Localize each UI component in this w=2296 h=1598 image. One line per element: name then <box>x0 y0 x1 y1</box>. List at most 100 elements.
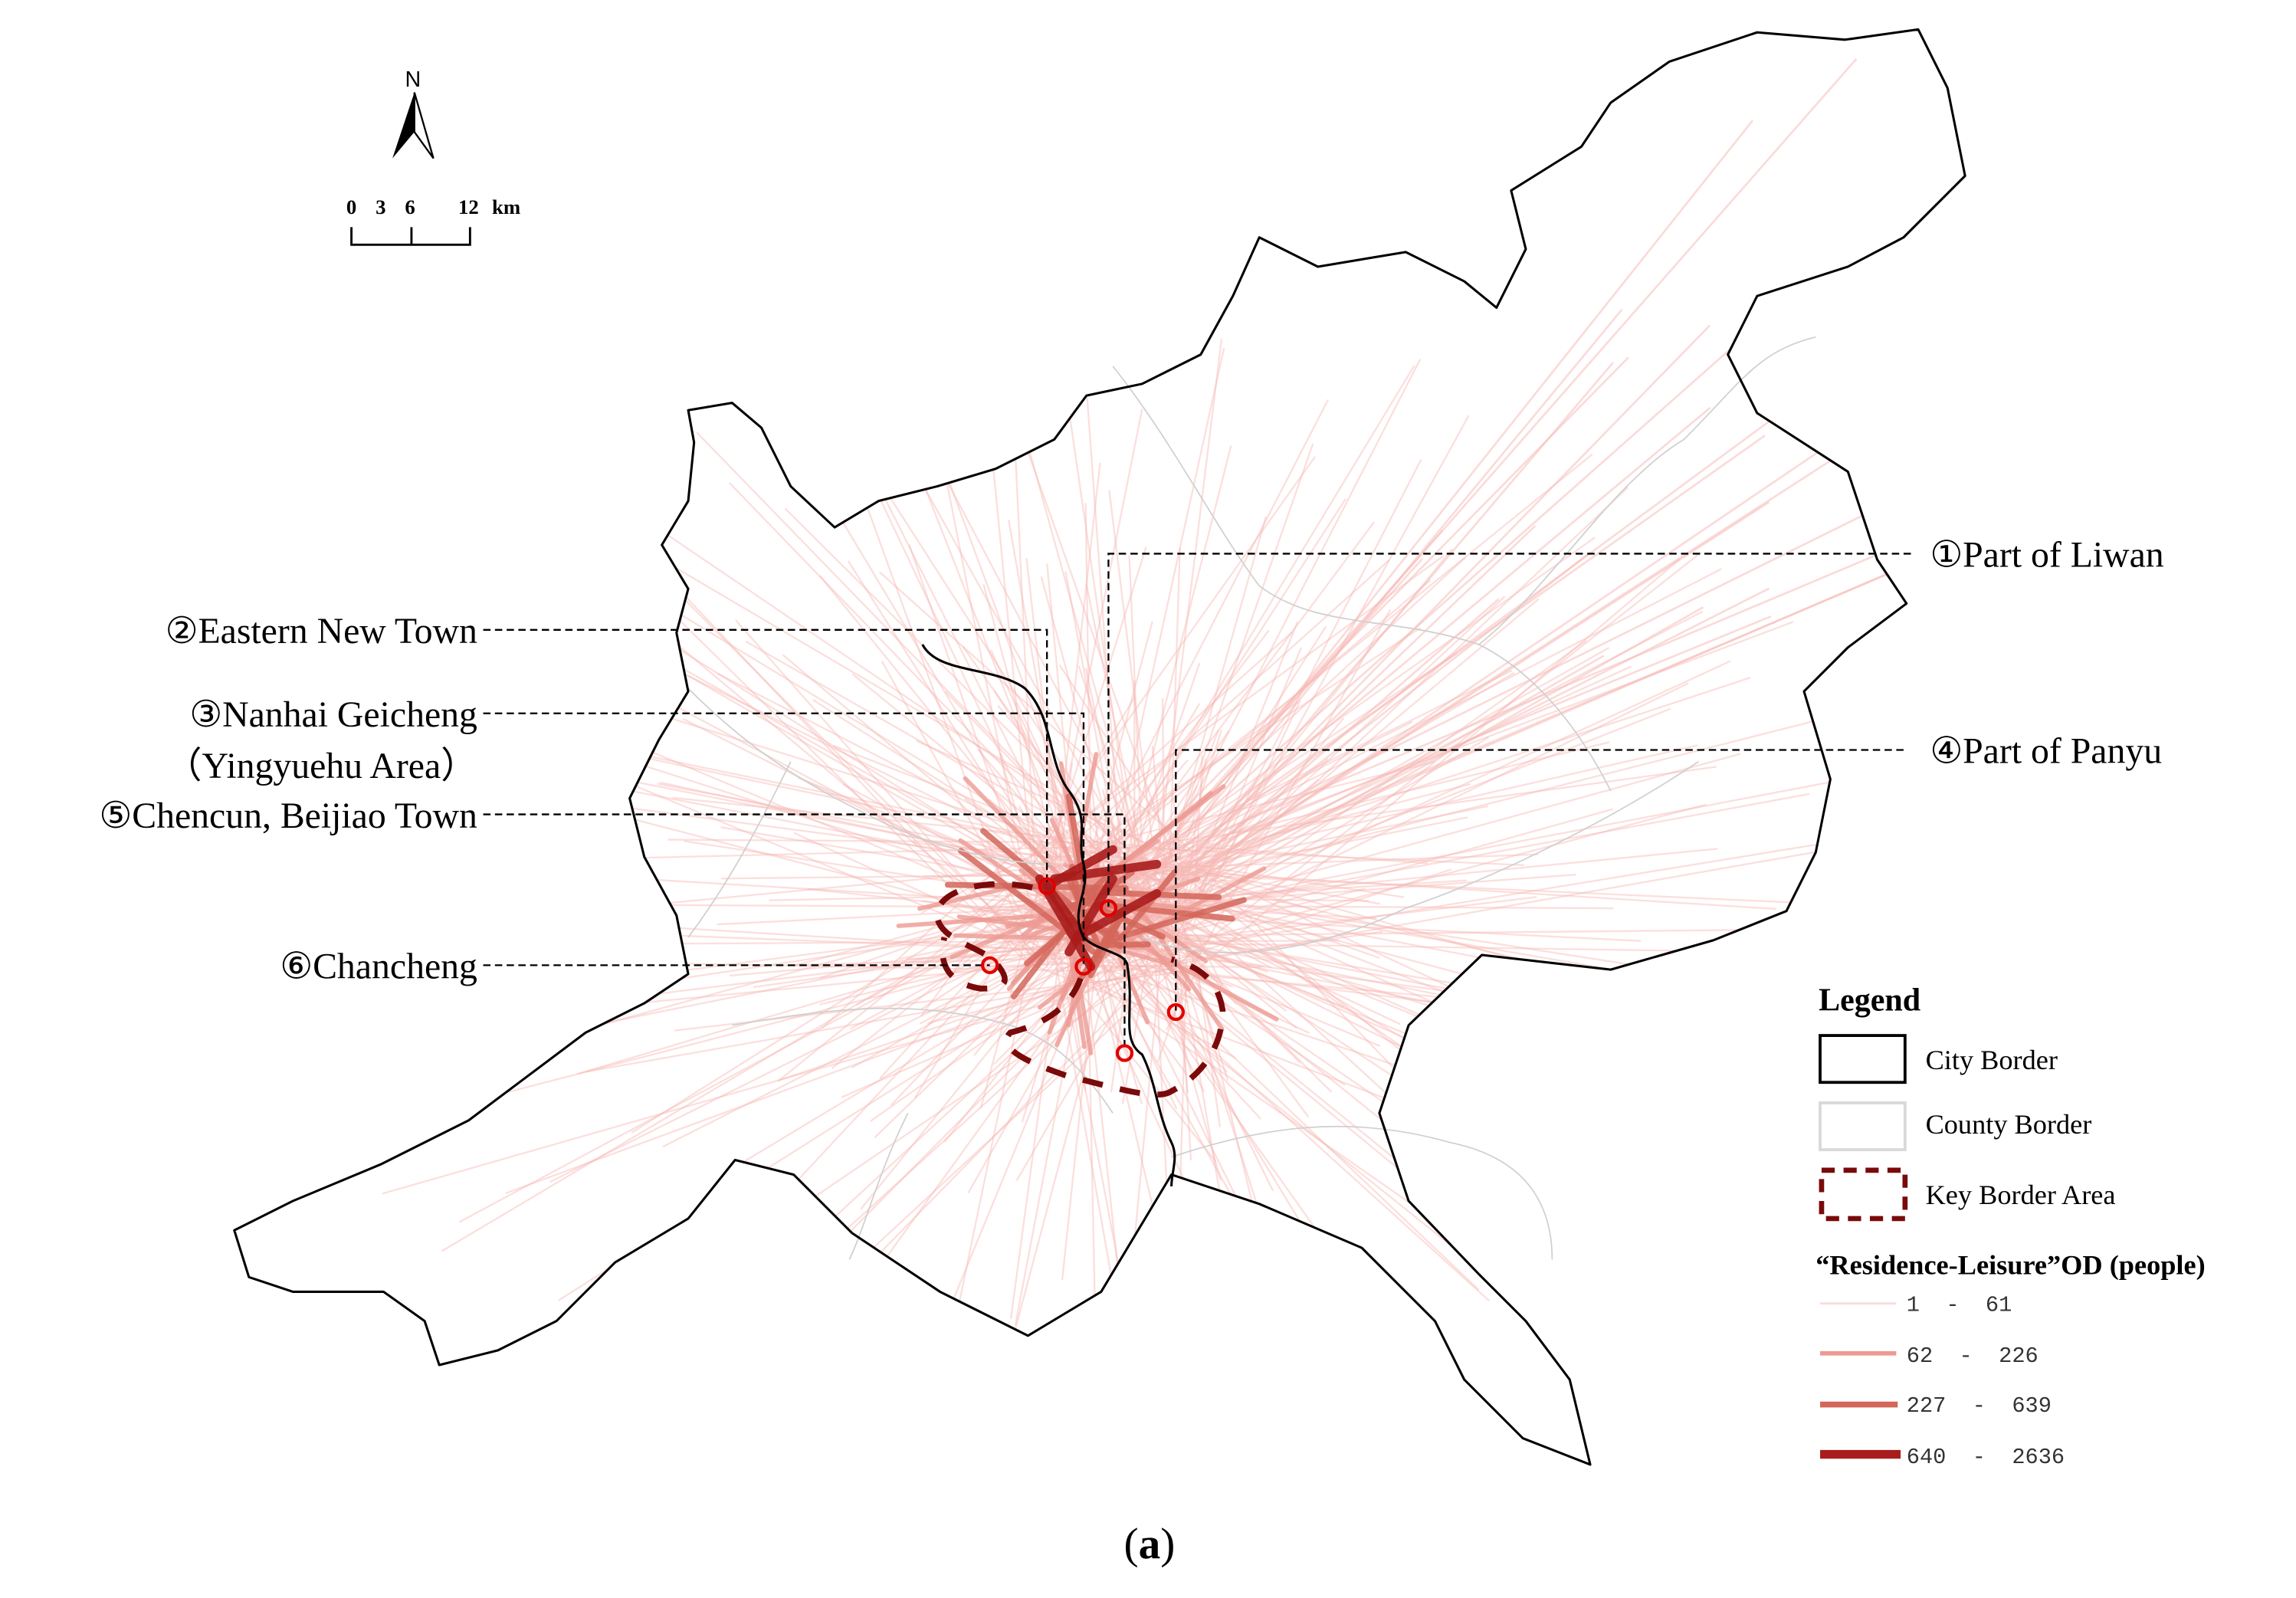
callout-label-3-subtitle: （Yingyuehu Area） <box>166 746 477 786</box>
od-flow-line-165 <box>630 605 1055 960</box>
od-flow-line-t3 <box>1049 859 1162 884</box>
od-flow-line-h4 <box>1117 869 1178 942</box>
north-label: N <box>405 67 421 92</box>
od-flow-line-217 <box>785 508 1173 894</box>
od-flow-line-395 <box>992 899 1130 1415</box>
od-flow-line-40 <box>1078 665 1153 899</box>
callout-label-2: ②Eastern New Town <box>166 611 477 651</box>
od-flow-line-163 <box>1016 930 1162 1181</box>
od-flow-line-384 <box>1055 837 1857 970</box>
od-flow-line-ne20 <box>1126 308 1776 884</box>
od-flow-line-ne23 <box>1104 587 1770 926</box>
od-flow-line-5 <box>1045 677 1751 911</box>
od-flow-line-349 <box>1193 755 1204 901</box>
leader-line-4 <box>1175 749 1904 1011</box>
legend-swatch-city-border <box>1819 1034 1907 1084</box>
od-flow-line-337 <box>1084 703 1200 897</box>
od-flow-line-t5 <box>1064 874 1117 957</box>
od-flow-line-h14 <box>1093 901 1235 922</box>
od-flow-line-308 <box>943 908 1127 1143</box>
od-flow-line-401 <box>1107 951 1261 1120</box>
od-flow-line-110 <box>1156 940 1340 943</box>
od-flow-line-m17 <box>950 916 1043 960</box>
od-flow-line-h11 <box>1101 941 1151 948</box>
od-flow-line-108 <box>458 842 1166 1223</box>
county-border <box>687 761 792 938</box>
od-flow-line-205 <box>1114 880 1326 927</box>
od-flow-line-ne22 <box>1108 378 1958 927</box>
od-flow-line-49 <box>881 661 1039 945</box>
od-flow-line-ne21 <box>1109 525 1536 934</box>
od-flow-line-338 <box>1072 968 1236 1059</box>
legend-label-key-border-area: Key Border Area <box>1926 1180 2116 1210</box>
od-flow-line-56 <box>1142 896 1537 946</box>
od-flow-line-361 <box>1053 462 1101 871</box>
site-marker-6 <box>980 956 999 975</box>
od-flow-line-274 <box>1035 960 1491 1002</box>
od-flow-line-123 <box>911 454 1078 877</box>
scale-unit: km <box>492 195 520 218</box>
od-flow-line-292 <box>1091 853 1539 871</box>
leader-line-1 <box>1107 553 1911 908</box>
scale-tick-3: 3 <box>376 195 385 218</box>
od-flow-line-354 <box>1052 632 1293 847</box>
od-flow-line-240 <box>1140 682 1689 953</box>
od-flow-line-106 <box>1024 951 1211 976</box>
od-flow-line-305 <box>592 772 1028 861</box>
od-flow-line-270 <box>1079 911 1480 1291</box>
county-border <box>687 687 1055 865</box>
od-flow-line-ne2 <box>1118 598 1500 931</box>
callout-label-6: ⑥Chancheng <box>280 947 477 987</box>
od-flow-line-t4 <box>1071 889 1162 942</box>
od-flow-line-285 <box>1061 930 1100 1281</box>
od-flow-line-198 <box>1015 701 1103 884</box>
od-flow-line-409 <box>1102 521 1375 885</box>
od-flow-line-13 <box>696 431 1117 865</box>
leader-line-2 <box>483 628 1048 887</box>
od-flow-line-ne17 <box>1106 356 1629 889</box>
od-flow-line-202 <box>879 571 1192 852</box>
city-area <box>234 29 1966 1465</box>
od-flow-line-11 <box>657 783 1100 869</box>
od-flow-line-199 <box>920 870 1028 1017</box>
internal-city-border <box>921 644 1176 1186</box>
od-flow-line-156 <box>977 749 1074 862</box>
od-flow-line-335 <box>622 537 1043 960</box>
od-flow-line-304 <box>1027 555 1445 861</box>
site-markers <box>980 877 1185 1062</box>
od-flow-line-404 <box>1051 938 1121 1328</box>
callout-label-5: ⑤Chencun, Beijiao Town <box>99 796 477 836</box>
od-flow-line-418 <box>1182 717 1344 914</box>
od-flow-line-390 <box>621 846 1077 860</box>
od-flow-line-h6 <box>1101 897 1247 945</box>
legend-swatch-key-border-area <box>1819 1167 1908 1222</box>
od-flow-line-332 <box>1108 490 1153 844</box>
od-flow-line-57 <box>778 871 1037 1081</box>
od-flow-line-44 <box>1108 347 1225 868</box>
od-flow-line-380 <box>1064 498 1346 934</box>
north-arrow-icon <box>392 92 415 159</box>
legend-swatch-county-border <box>1819 1101 1907 1152</box>
od-flow-line-383 <box>938 444 1037 936</box>
city-border <box>233 28 1966 1466</box>
od-flow-line-61 <box>672 796 1201 853</box>
scale-bar: 0 3 6 12 km <box>346 195 520 246</box>
od-flow-line-209 <box>1143 516 1267 950</box>
key-border-areas <box>934 881 1226 1098</box>
north-arrow: N <box>392 67 435 159</box>
od-flow-line-85 <box>917 474 1131 857</box>
od-flow-line-84 <box>1127 808 1614 946</box>
legend: Legend City Border County Border Key Bor… <box>1815 983 2205 1470</box>
county-borders <box>687 336 1816 1260</box>
od-flow-line-63 <box>969 963 1068 968</box>
od-flow-line-277 <box>1174 861 1405 898</box>
od-flow-line-252 <box>1177 934 1192 1161</box>
od-flow-line-187 <box>1030 546 1147 916</box>
legend-od-label-2: 62 - 226 <box>1907 1344 2039 1369</box>
od-flow-line-m10 <box>953 933 1068 941</box>
od-flow-line-101 <box>1149 339 1223 923</box>
od-flow-line-356 <box>1008 520 1073 879</box>
legend-od-label-3: 227 - 639 <box>1907 1393 2052 1419</box>
od-flow-line-8 <box>1051 701 1298 883</box>
scale-tick-6: 6 <box>405 195 415 218</box>
